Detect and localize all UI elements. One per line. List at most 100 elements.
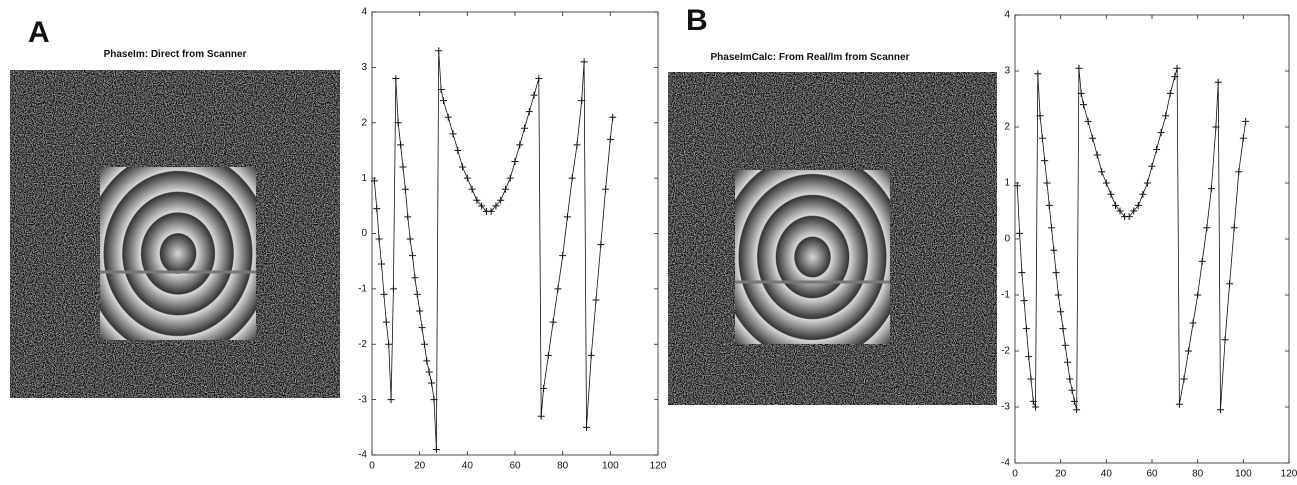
y-tick-label: -4 xyxy=(1001,458,1010,469)
data-point xyxy=(525,108,533,116)
data-point xyxy=(449,130,457,138)
data-point xyxy=(1052,269,1060,277)
data-point xyxy=(1212,123,1220,131)
data-point xyxy=(418,324,426,332)
plot-frame xyxy=(1014,14,1290,464)
x-tick-label: 0 xyxy=(369,461,375,472)
data-point xyxy=(602,185,610,193)
data-point xyxy=(1125,213,1133,221)
data-point xyxy=(1068,386,1076,394)
data-point xyxy=(1226,280,1234,288)
data-point xyxy=(487,207,495,215)
data-point xyxy=(1050,246,1058,254)
data-point xyxy=(1041,157,1049,165)
data-point xyxy=(587,351,595,359)
y-tick-label: -3 xyxy=(1001,402,1010,413)
data-point xyxy=(473,196,481,204)
y-tick-label: -4 xyxy=(358,450,367,461)
data-point xyxy=(1148,162,1156,170)
x-tick-label: 100 xyxy=(1235,469,1252,480)
data-point xyxy=(437,86,445,94)
data-point xyxy=(1018,269,1026,277)
data-point xyxy=(521,124,529,132)
panel-label: B xyxy=(686,4,708,37)
data-point xyxy=(1032,403,1040,411)
data-point xyxy=(1198,257,1206,265)
data-point xyxy=(580,58,588,66)
data-point xyxy=(537,412,545,420)
y-tick-label: -1 xyxy=(1001,290,1010,301)
data-point xyxy=(1080,101,1087,109)
data-point xyxy=(478,202,486,210)
data-point xyxy=(392,74,400,82)
data-point xyxy=(1143,179,1151,187)
data-point xyxy=(1043,179,1051,187)
data-point xyxy=(468,185,476,193)
data-point xyxy=(425,368,433,376)
data-point xyxy=(1093,151,1101,159)
data-point xyxy=(430,396,438,404)
data-point xyxy=(511,158,519,166)
data-point xyxy=(459,163,467,171)
y-tick-label: 0 xyxy=(1004,234,1010,245)
x-tick-label: 60 xyxy=(1146,469,1158,480)
data-point xyxy=(1207,185,1215,193)
image-b xyxy=(668,72,997,405)
data-point xyxy=(1084,117,1092,125)
data-point xyxy=(387,396,395,404)
y-tick-label: 2 xyxy=(1004,122,1010,133)
x-tick-label: 100 xyxy=(602,461,619,472)
data-point xyxy=(1016,229,1024,237)
x-tick-label: 120 xyxy=(1281,469,1297,480)
data-point xyxy=(1054,291,1062,299)
data-point xyxy=(1064,358,1072,366)
data-point xyxy=(1217,406,1224,414)
data-point xyxy=(609,113,617,121)
data-point xyxy=(1020,297,1028,305)
x-tick-label: 20 xyxy=(1055,469,1067,480)
data-point xyxy=(1036,112,1044,120)
data-point xyxy=(573,141,581,149)
data-point xyxy=(401,185,409,193)
data-point xyxy=(1066,375,1074,383)
data-point xyxy=(1013,182,1021,190)
y-tick-label: 1 xyxy=(1004,178,1010,189)
data-point xyxy=(1153,145,1161,153)
data-point xyxy=(397,141,405,149)
data-point xyxy=(370,177,378,185)
data-point xyxy=(1173,64,1181,72)
x-tick-label: 20 xyxy=(414,461,426,472)
panel-label: A xyxy=(28,16,50,49)
data-point xyxy=(544,351,552,359)
data-point xyxy=(1130,207,1138,215)
x-tick-label: 40 xyxy=(1101,469,1113,480)
data-point xyxy=(454,146,462,154)
data-point xyxy=(578,97,586,105)
data-line xyxy=(1016,68,1246,410)
data-point xyxy=(568,174,576,182)
data-point xyxy=(549,318,557,326)
data-point xyxy=(1034,70,1042,78)
data-point xyxy=(1235,168,1243,176)
data-point xyxy=(1098,168,1106,176)
y-tick-label: 4 xyxy=(1004,10,1010,21)
y-tick-label: 2 xyxy=(361,117,367,128)
data-point xyxy=(1134,201,1142,209)
data-point xyxy=(1221,336,1229,344)
data-point xyxy=(1038,134,1046,142)
image-title: PhaseImCalc: From Real/Im from Scanner xyxy=(711,52,910,63)
data-point xyxy=(440,97,447,105)
data-point xyxy=(1102,179,1110,187)
data-point xyxy=(399,163,407,171)
data-point xyxy=(413,290,421,298)
data-point xyxy=(554,285,562,293)
data-point xyxy=(497,196,505,204)
data-point xyxy=(535,74,543,82)
data-point xyxy=(409,252,417,260)
plot-frame xyxy=(371,11,659,456)
data-point xyxy=(423,357,431,365)
data-point xyxy=(1048,224,1056,232)
data-point xyxy=(1242,117,1250,125)
data-point xyxy=(492,202,500,210)
y-tick-label: -2 xyxy=(358,339,367,350)
